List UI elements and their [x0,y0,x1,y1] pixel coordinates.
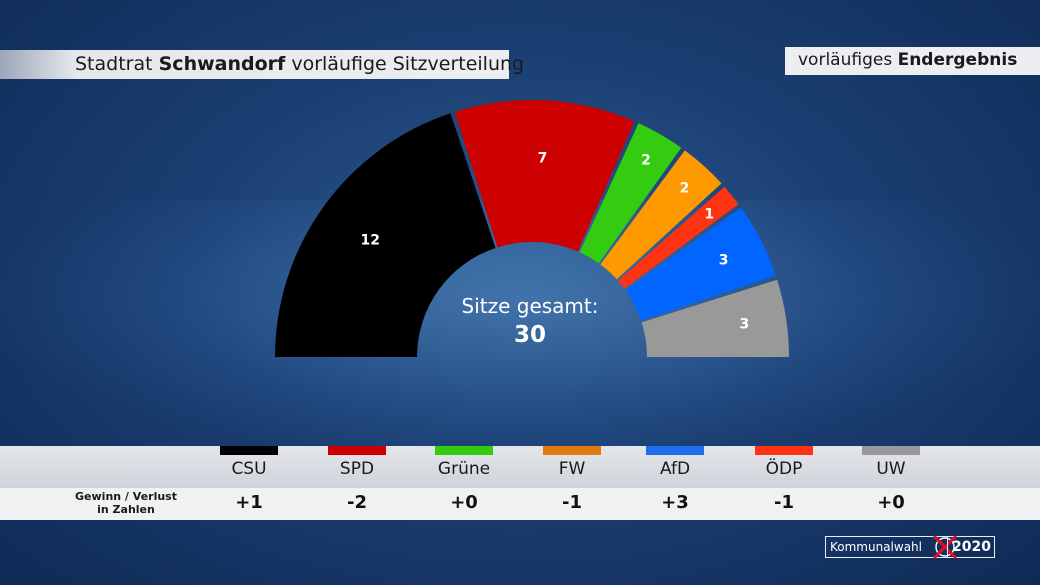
total-seats-label: Sitze gesamt: [461,294,599,318]
seat-segment-grüne [579,123,682,264]
seat-label-afd: 3 [719,252,729,268]
status-bar [785,47,1040,75]
legend-swatch-oedp [755,446,813,455]
legend-change-oedp: -1 [774,492,794,513]
legend-change-afd: +3 [661,492,689,513]
legend-swatch-csu [220,446,278,455]
legend-swatch-uw [862,446,920,455]
badge-label: Kommunalwahl [830,540,922,554]
page-title: Stadtrat Schwandorf vorläufige Sitzverte… [75,53,525,75]
legend-swatch-spd [328,446,386,455]
legend-party-csu: CSU [231,459,267,479]
change-band [0,488,1040,520]
seat-label-ödp: 1 [704,207,714,223]
legend-swatch-fw [543,446,601,455]
legend-change-gruene: +0 [450,492,478,513]
seat-segment-uw [641,279,789,357]
legend-party-oedp: ÖDP [765,459,803,479]
seat-segment-csu [275,113,496,357]
seat-segment-afd [625,207,776,321]
result-status: vorläufiges Endergebnis [798,50,1018,70]
seat-label-uw: 3 [739,316,749,332]
change-caption: Gewinn / Verlust in Zahlen [70,490,182,516]
title-bar [0,50,509,79]
change-caption-line1: Gewinn / Verlust [75,490,177,503]
seat-label-grüne: 2 [641,153,651,169]
change-caption-line2: in Zahlen [97,503,155,516]
legend-change-fw: -1 [562,492,582,513]
legend-party-afd: AfD [659,459,691,479]
total-seats-value: 30 [513,322,546,348]
election-badge: Kommunalwahl 2020 [825,534,995,560]
legend-change-csu: +1 [235,492,263,513]
legend-party-uw: UW [876,459,906,479]
legend-party-gruene: Grüne [437,459,491,479]
seat-label-fw: 2 [680,181,690,197]
legend-party-spd: SPD [339,459,375,479]
seat-label-spd: 7 [538,150,548,166]
badge-year: 2020 [952,539,991,555]
seat-segment-spd [454,100,635,252]
seat-segment-fw [600,150,722,280]
legend-swatch-gruene [435,446,493,455]
legend-change-uw: +0 [877,492,905,513]
legend-swatch-afd [646,446,704,455]
seat-segment-ödp [618,186,739,289]
badge-separator [947,537,948,557]
legend-party-fw: FW [558,459,586,479]
legend-change-spd: -2 [347,492,367,513]
seat-label-csu: 12 [360,232,379,248]
ballot-cross-icon [932,534,958,560]
